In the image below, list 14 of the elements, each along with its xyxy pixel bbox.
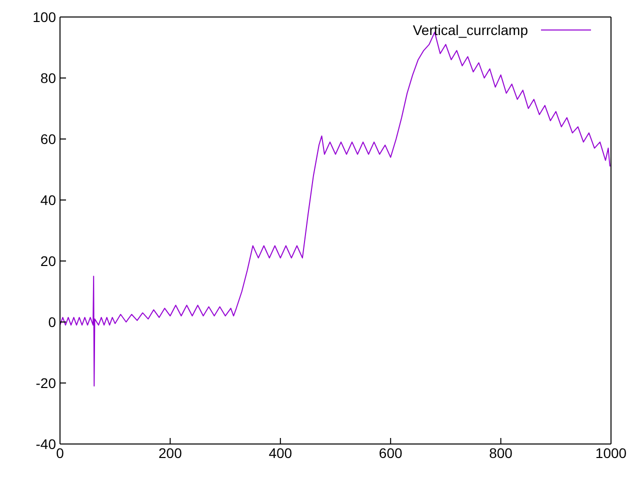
x-tick-label: 600 (378, 444, 402, 461)
y-tick-label: -20 (36, 374, 56, 391)
y-tick-label: -40 (36, 436, 56, 452)
legend-label: Vertical_currclamp (412, 22, 528, 38)
y-tick-label: 80 (40, 70, 56, 86)
y-tick-label: 0 (48, 314, 56, 330)
x-tick-label: 200 (158, 444, 182, 461)
x-tick-label: 1000 (595, 444, 627, 461)
x-tick-label: 400 (268, 444, 292, 461)
x-tick-label: 800 (489, 444, 513, 461)
y-tick-label: 60 (40, 130, 56, 147)
y-tick-label: 20 (40, 252, 56, 269)
y-tick-label: 40 (40, 192, 56, 208)
y-tick-label: 100 (32, 8, 56, 25)
